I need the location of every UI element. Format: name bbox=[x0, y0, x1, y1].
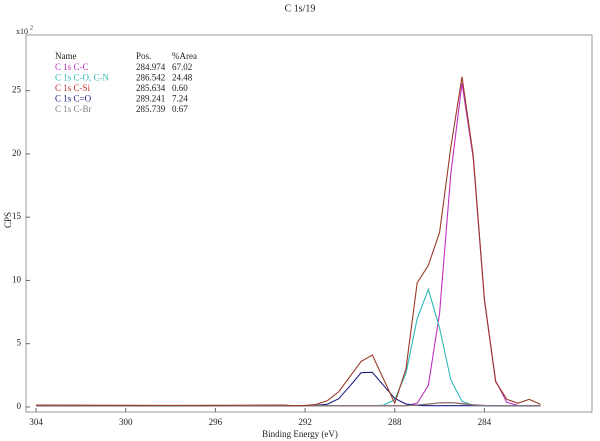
x-tick-label: 288 bbox=[388, 417, 402, 427]
chart-title: C 1s/19 bbox=[285, 3, 316, 14]
legend-name: C 1s C-O, C-N bbox=[55, 73, 110, 83]
y-axis-label: CPS bbox=[3, 212, 13, 228]
legend-name: C 1s C-Br bbox=[55, 104, 92, 114]
x-tick-label: 292 bbox=[298, 417, 312, 427]
y-tick-label: 15 bbox=[12, 211, 22, 221]
legend-pos: 285.634 bbox=[136, 83, 166, 93]
legend-pos: 289.241 bbox=[136, 94, 165, 104]
scale-base: x10 bbox=[16, 27, 28, 36]
y-tick-label: 5 bbox=[17, 338, 22, 348]
legend-area: 0.67 bbox=[172, 104, 188, 114]
legend-pos: 285.739 bbox=[136, 104, 166, 114]
legend-header: %Area bbox=[172, 51, 197, 61]
plot-frame bbox=[25, 34, 593, 413]
legend-name: C 1s C=O bbox=[55, 94, 92, 104]
legend-header: Name bbox=[55, 51, 77, 61]
x-tick-label: 300 bbox=[119, 417, 133, 427]
legend-header: Pos. bbox=[136, 51, 151, 61]
legend-area: 24.48 bbox=[172, 73, 193, 83]
legend-area: 7.24 bbox=[172, 94, 188, 104]
y-tick-label: 25 bbox=[12, 85, 22, 95]
legend-area: 67.02 bbox=[172, 62, 192, 72]
legend-pos: 286.542 bbox=[136, 73, 165, 83]
y-tick-label: 0 bbox=[17, 401, 22, 411]
x-tick-label: 304 bbox=[29, 417, 43, 427]
legend-name: C 1s C-Si bbox=[55, 83, 91, 93]
legend-pos: 284.974 bbox=[136, 62, 166, 72]
y-tick-label: 10 bbox=[12, 274, 22, 284]
legend-area: 0.60 bbox=[172, 83, 188, 93]
legend-name: C 1s C-C bbox=[55, 62, 89, 72]
x-tick-label: 296 bbox=[209, 417, 223, 427]
scale-exp: 2 bbox=[30, 25, 33, 31]
x-tick-label: 284 bbox=[478, 417, 492, 427]
series-line bbox=[36, 76, 541, 407]
y-tick-label: 20 bbox=[12, 148, 22, 158]
x-axis-label: Binding Energy (eV) bbox=[262, 429, 338, 439]
